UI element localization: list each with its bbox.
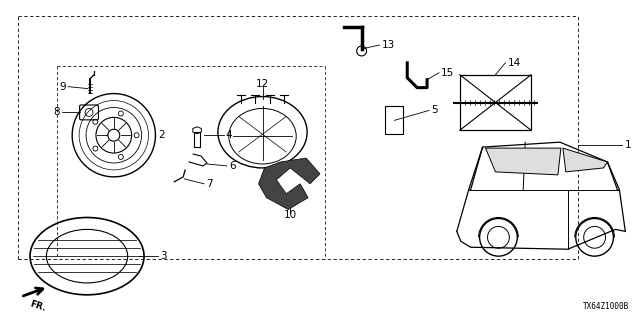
Text: 9: 9 — [60, 82, 66, 92]
Text: 13: 13 — [381, 40, 395, 50]
Text: FR.: FR. — [29, 300, 47, 313]
Text: 8: 8 — [54, 108, 60, 117]
Text: 5: 5 — [431, 105, 438, 116]
Text: 4: 4 — [226, 130, 232, 140]
Text: 7: 7 — [206, 179, 212, 189]
Polygon shape — [486, 148, 561, 175]
Text: 2: 2 — [159, 130, 165, 140]
Text: 12: 12 — [256, 79, 269, 89]
Text: TX64Z1000B: TX64Z1000B — [583, 302, 629, 311]
Polygon shape — [563, 148, 607, 172]
Text: 1: 1 — [625, 140, 631, 150]
Polygon shape — [259, 158, 320, 210]
Text: 14: 14 — [508, 58, 520, 68]
Text: 10: 10 — [284, 210, 297, 220]
Text: 15: 15 — [441, 68, 454, 78]
Text: 6: 6 — [228, 161, 236, 171]
Text: 3: 3 — [161, 251, 167, 261]
